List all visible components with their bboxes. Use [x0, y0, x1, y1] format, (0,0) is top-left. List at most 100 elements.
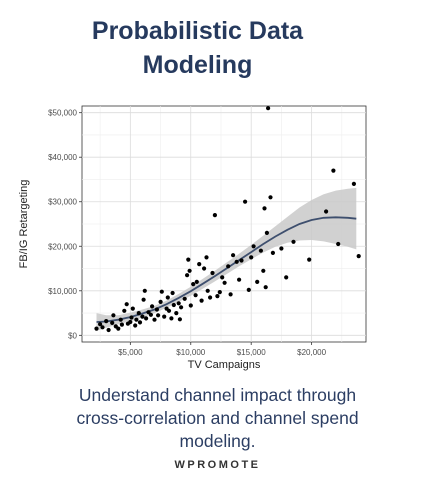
data-point — [128, 319, 133, 325]
data-point — [162, 314, 167, 319]
data-point — [231, 253, 236, 258]
data-point — [336, 241, 341, 247]
data-point — [188, 303, 193, 308]
x-tick-label: $5,000 — [118, 348, 143, 357]
data-point — [166, 308, 172, 313]
data-point — [205, 288, 210, 293]
data-point — [222, 280, 227, 285]
data-point — [106, 327, 111, 333]
data-point — [156, 313, 161, 318]
data-point — [258, 248, 263, 253]
data-point — [133, 323, 138, 328]
data-point — [351, 181, 356, 186]
data-point — [116, 326, 121, 331]
data-point — [179, 305, 184, 310]
data-point — [176, 301, 181, 306]
confidence-band — [96, 187, 357, 331]
data-point — [129, 315, 134, 320]
title-line-1: Probabilistic Data — [91, 17, 304, 45]
data-point — [170, 290, 175, 296]
data-point — [220, 275, 225, 280]
x-tick-labels: $5,000 $10,000 $15,000 $20,000 — [118, 342, 327, 357]
scatter-chart: $0 $10,000 $20,000 $30,000 $40,000 $50,000 $5… — [18, 105, 367, 371]
data-point — [158, 299, 163, 304]
data-point — [228, 292, 233, 297]
data-point — [100, 325, 105, 330]
y-tick-labels: $0 $10,000 $20,000 $30,000 $40,000 $50,000 — [48, 109, 82, 340]
data-point — [98, 322, 103, 327]
data-point — [144, 316, 149, 321]
data-point — [204, 255, 209, 260]
data-point — [150, 304, 155, 309]
data-point — [217, 290, 222, 295]
data-point — [191, 282, 196, 287]
data-point — [137, 320, 143, 325]
data-point — [249, 255, 254, 260]
data-point — [187, 268, 192, 273]
y-tick-label: $0 — [68, 331, 77, 340]
data-point — [279, 246, 284, 251]
x-axis-label: TV Campaigns — [188, 359, 261, 371]
data-point — [140, 314, 145, 319]
data-point — [124, 302, 129, 307]
data-point — [331, 168, 336, 173]
data-point — [261, 268, 266, 273]
data-point — [307, 257, 312, 262]
data-point — [111, 313, 116, 318]
data-point — [154, 307, 159, 312]
caption: Understand channel impact through cross-… — [20, 384, 415, 453]
data-point — [110, 320, 115, 325]
data-point — [270, 250, 275, 255]
data-point — [243, 199, 248, 204]
data-point — [291, 239, 296, 244]
data-point — [210, 270, 215, 276]
data-point — [186, 257, 191, 262]
data-point — [118, 317, 123, 322]
data-points — [94, 106, 361, 333]
x-tick-label: $20,000 — [297, 348, 326, 357]
data-point — [136, 311, 141, 316]
x-tick-label: $10,000 — [176, 348, 205, 357]
y-tick-label: $10,000 — [48, 287, 77, 296]
page-title: Probabilistic Data Modeling — [0, 14, 395, 82]
data-point — [148, 312, 153, 317]
data-point — [185, 273, 190, 278]
y-axis-label: FB/IG Retargeting — [18, 180, 30, 269]
x-tick-label: $15,000 — [237, 348, 266, 357]
y-tick-label: $30,000 — [48, 198, 77, 207]
data-point — [264, 230, 269, 235]
data-point — [141, 297, 146, 302]
data-point — [284, 275, 289, 280]
data-point — [262, 206, 267, 211]
data-point — [215, 294, 220, 299]
y-tick-label: $50,000 — [48, 109, 77, 118]
y-tick-label: $20,000 — [48, 242, 77, 251]
data-point — [266, 106, 271, 111]
data-point — [356, 254, 361, 259]
data-point — [94, 326, 99, 331]
data-point — [104, 319, 109, 324]
data-point — [159, 289, 164, 294]
data-point — [237, 277, 242, 282]
data-point — [246, 287, 251, 292]
data-point — [197, 262, 202, 267]
data-point — [177, 317, 182, 322]
data-point — [226, 264, 231, 269]
data-point — [251, 244, 256, 249]
title-line-2: Modeling — [142, 51, 253, 79]
y-tick-label: $40,000 — [48, 153, 77, 162]
data-point — [239, 258, 244, 263]
data-point — [169, 316, 174, 321]
data-point — [182, 296, 187, 301]
data-point — [202, 266, 207, 271]
caption-line-2: cross-correlation and channel spend — [76, 408, 359, 428]
caption-line-1: Understand channel impact through — [78, 385, 357, 405]
brand-logo-text: WPROMOTE — [174, 459, 261, 471]
data-point — [194, 279, 199, 284]
data-point — [268, 195, 273, 200]
data-point — [255, 279, 260, 284]
data-point — [174, 311, 179, 316]
data-point — [122, 308, 127, 313]
data-point — [234, 259, 239, 264]
data-point — [193, 293, 198, 298]
